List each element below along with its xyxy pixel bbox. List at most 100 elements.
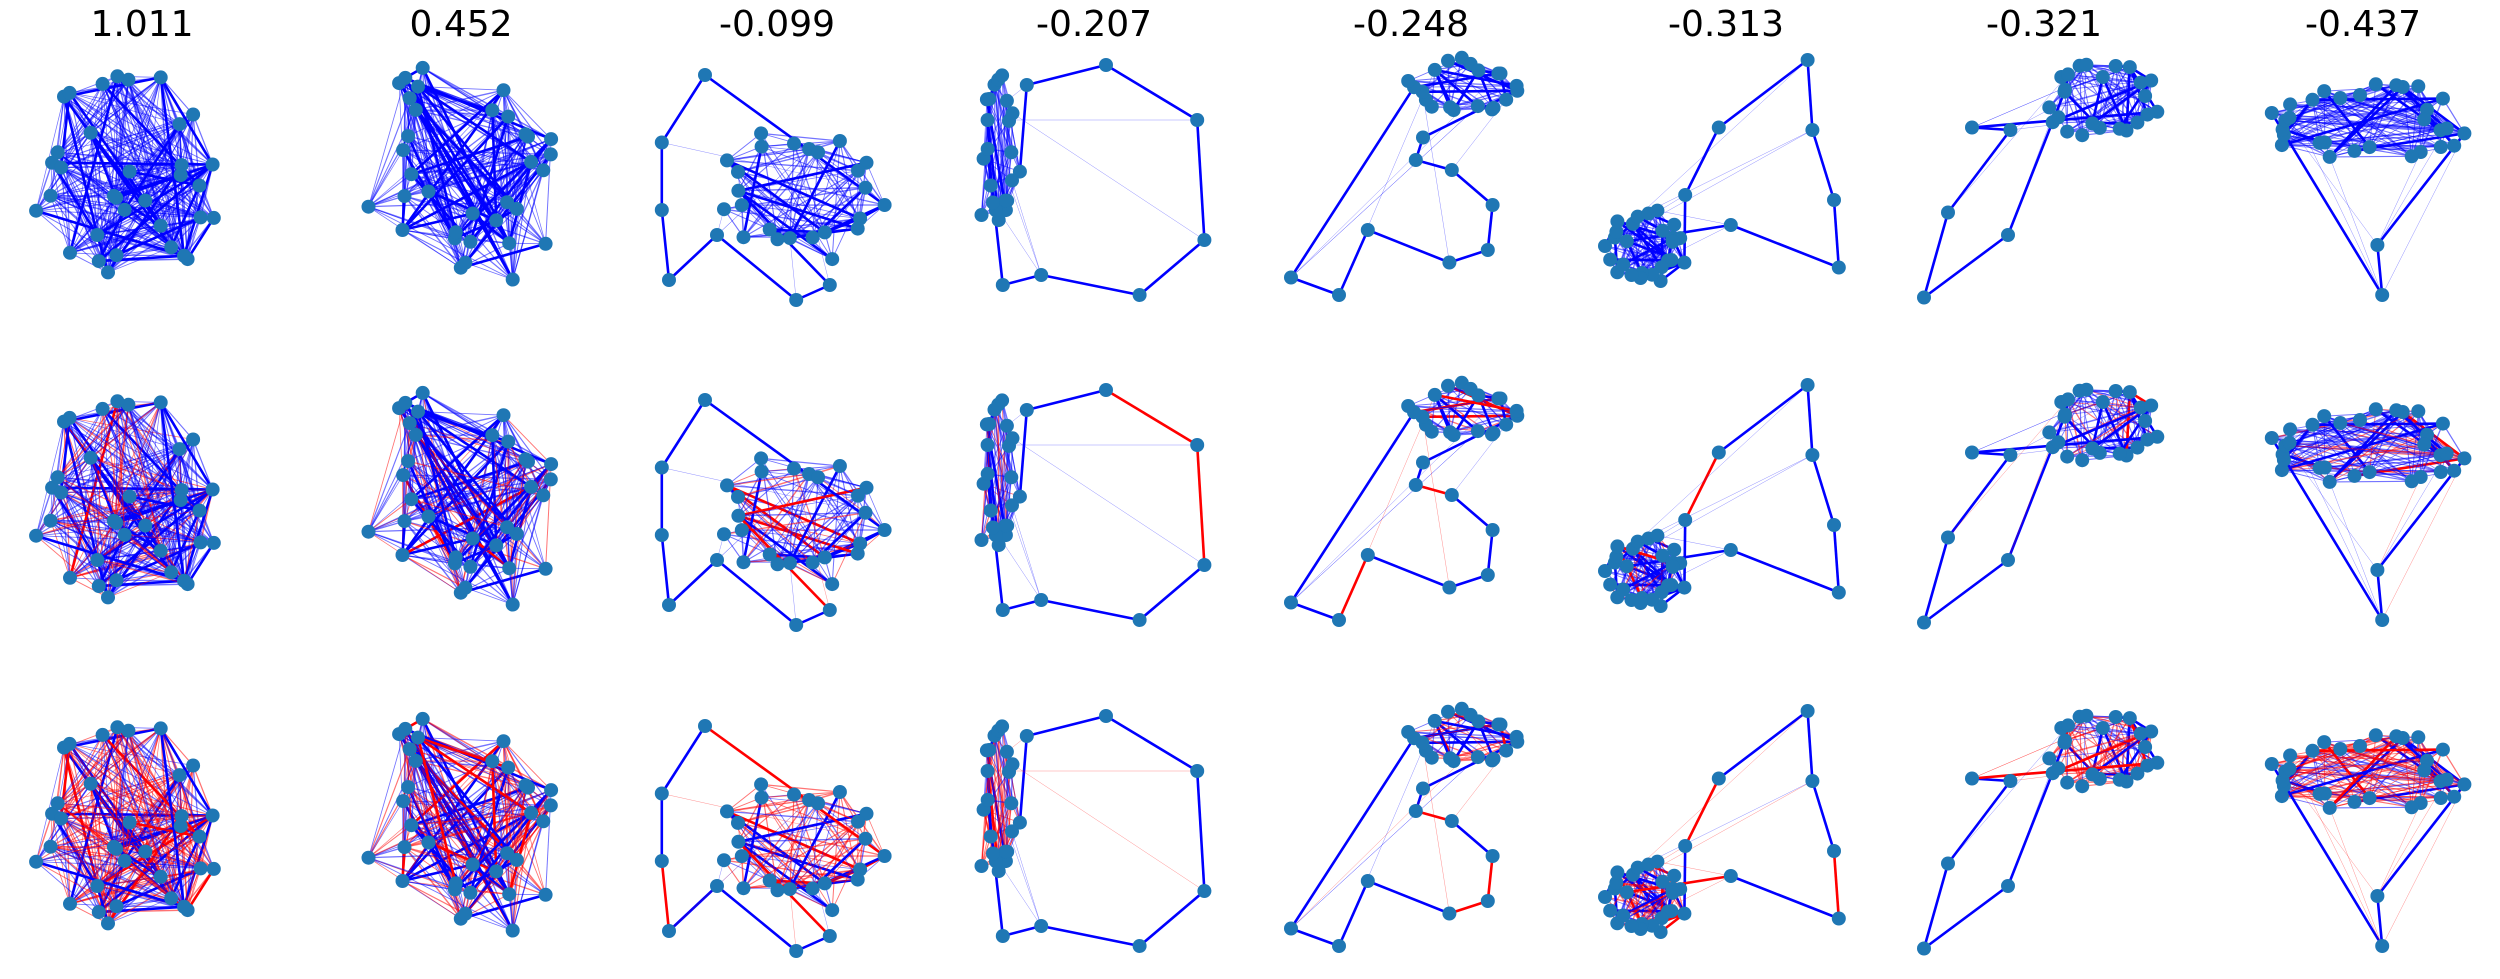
graph-node [2312, 786, 2327, 801]
graph-node [50, 470, 65, 485]
graph-edge [410, 498, 466, 589]
graph-edge [491, 760, 532, 814]
graph-edge [737, 476, 819, 498]
graph-edge [117, 727, 182, 827]
graph-edge [107, 876, 162, 924]
graph-edge [411, 786, 529, 827]
graph-edge [738, 143, 795, 192]
graph-edge [2119, 67, 2131, 129]
graph-node [2417, 763, 2432, 778]
graph-edge [69, 903, 109, 924]
graph-node [398, 70, 413, 85]
graph-edge [491, 110, 498, 221]
graph-edge [69, 417, 92, 459]
graph-edge [1289, 411, 1416, 604]
graph-node [415, 385, 430, 400]
graph-node [2042, 751, 2057, 766]
graph-edge [159, 728, 186, 907]
graph-edge [995, 113, 1013, 211]
graph-edge [2085, 389, 2121, 455]
graph-edge [737, 465, 841, 498]
graph-node [2353, 88, 2367, 102]
graph-node [524, 805, 539, 820]
graph-edge [491, 435, 510, 569]
graph-edge [988, 98, 1012, 153]
graph-edge [116, 401, 126, 535]
graph-edge [2289, 103, 2441, 148]
graph-node [1624, 268, 1639, 282]
graph-edge [1832, 199, 1841, 268]
graph-edge [789, 563, 797, 626]
graph-node [720, 804, 734, 819]
graph-edge [427, 515, 497, 547]
graph-edge [107, 76, 118, 273]
graph-edge [417, 411, 504, 416]
graph-node [2122, 60, 2137, 75]
graph-edge [738, 187, 866, 192]
graph-edge [2049, 732, 2141, 760]
graph-node [122, 164, 137, 179]
graph-node [832, 459, 847, 473]
graph-edge [415, 109, 508, 203]
graph-node [2370, 238, 2385, 252]
graph-edge [2118, 79, 2153, 130]
graph-panel [654, 68, 892, 307]
graph-node [1005, 757, 1020, 772]
graph-node [979, 743, 994, 758]
graph-edge [116, 400, 202, 543]
graph-edge [1616, 556, 1673, 568]
graph-edge [668, 473, 810, 606]
graph-edge [1422, 742, 1450, 914]
graph-edge [415, 760, 471, 894]
column-title: -0.313 [1668, 4, 1784, 45]
graph-edge [35, 728, 162, 863]
graph-edge [2064, 89, 2120, 130]
graph-edge [2049, 420, 2146, 433]
graph-node [2075, 128, 2090, 143]
graph-node [789, 944, 804, 958]
graph-edge [411, 486, 532, 500]
graph-node [2317, 409, 2332, 424]
graph-node [877, 523, 892, 537]
graph-edge [411, 161, 532, 175]
graph-edge [160, 728, 194, 766]
graph-node [731, 183, 746, 198]
graph-node [2368, 402, 2383, 417]
graph-edge [69, 252, 109, 273]
graph-edge [776, 799, 810, 891]
column-title: -0.248 [1353, 4, 1469, 45]
graph-node [485, 754, 500, 769]
graph-node [1401, 399, 1416, 413]
graph-node [762, 547, 777, 562]
graph-node [1470, 99, 1485, 114]
graph-edge [129, 402, 162, 497]
graph-node [536, 488, 551, 503]
graph-node [731, 164, 745, 179]
graph-node [2362, 140, 2377, 155]
graph-edge [1657, 535, 1731, 551]
graph-edge [368, 824, 412, 859]
graph-edge [491, 434, 532, 488]
graph-node [95, 401, 110, 416]
graph-edge [35, 210, 117, 256]
graph-node [1941, 530, 1955, 545]
graph-edge [1413, 410, 1517, 413]
graph-edge [1718, 709, 1809, 780]
graph-node [2447, 138, 2462, 153]
graph-node [754, 790, 769, 805]
graph-node [2322, 800, 2337, 815]
graph-edge [1408, 80, 1517, 87]
graph-edge [368, 77, 406, 207]
graph-node [2140, 758, 2155, 773]
graph-edge [993, 84, 1007, 211]
graph-node [63, 570, 77, 585]
graph-edge [737, 140, 841, 173]
graph-node [90, 553, 105, 567]
graph-edge [1431, 714, 1471, 759]
graph-node [397, 189, 412, 204]
graph-node [172, 442, 187, 457]
graph-node [2108, 384, 2123, 398]
graph-panel [2264, 728, 2472, 953]
graph-node [1132, 613, 1147, 627]
graph-node [811, 470, 826, 485]
